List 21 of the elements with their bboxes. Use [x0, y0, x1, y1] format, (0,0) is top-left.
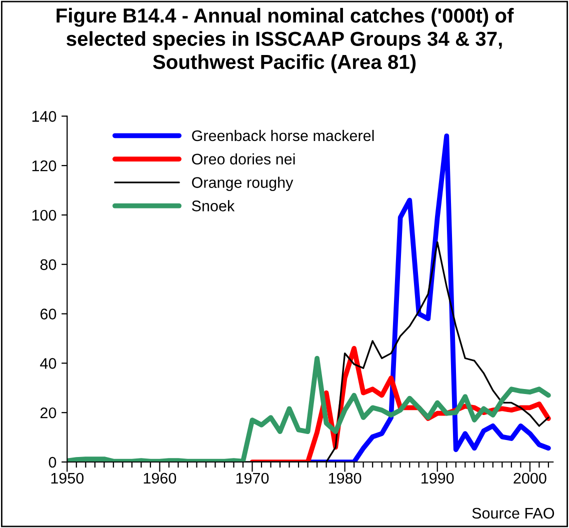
y-tick-label: 120: [32, 160, 56, 172]
y-tick-label: 40: [40, 358, 56, 369]
x-tick-label: 1970: [236, 472, 269, 484]
y-tick-label: 140: [32, 111, 56, 122]
x-tick-label: 1990: [422, 472, 454, 484]
x-tick-label: 1980: [328, 472, 362, 484]
x-tick-label: 2000: [514, 472, 546, 484]
y-tick-label: 0: [48, 456, 56, 468]
legend-label: Greenback horse mackerel: [192, 130, 374, 142]
y-tick-label: 60: [40, 308, 56, 320]
legend-label: Oreo dories nei: [192, 153, 295, 165]
y-tick-label: 100: [32, 210, 56, 221]
x-tick-label: 1950: [51, 472, 84, 484]
chart-title: Figure B14.4 - Annual nominal catches ('000t) of selected species in ISSCAAP Groups 34 & 37, Southwest Pacific (Area 81): [56, 8, 514, 74]
legend-label: Orange roughy: [192, 176, 294, 191]
source-note: Source FAO: [472, 508, 554, 519]
line-series: [67, 356, 551, 462]
y-tick-label: 80: [40, 259, 56, 270]
x-tick-label: 1960: [144, 472, 176, 484]
legend-label: Snoek: [192, 200, 235, 212]
y-tick-label: 20: [40, 407, 56, 418]
